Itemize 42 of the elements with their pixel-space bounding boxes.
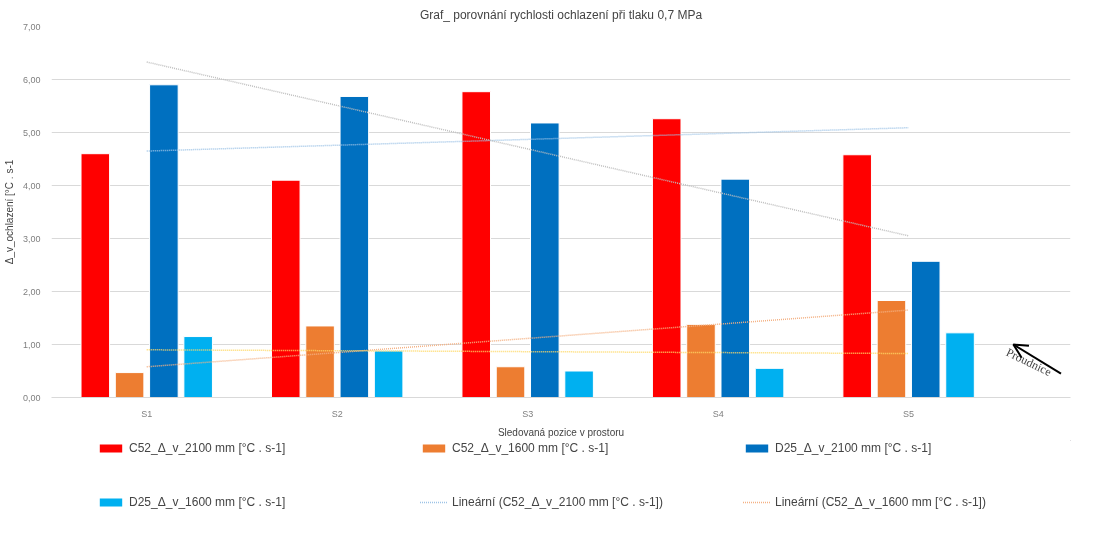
legend-label: C52_Δ_v_1600 mm [°C . s-1] xyxy=(452,441,610,455)
legend-label: Lineární (C52_Δ_v_1600 mm [°C . s-1]) xyxy=(775,495,987,509)
y-tick-label: 4,00 xyxy=(22,180,41,191)
bar xyxy=(149,84,179,398)
bar xyxy=(720,178,751,398)
bar xyxy=(495,366,526,398)
legend-label: D25_Δ_v_2100 mm [°C . s-1] xyxy=(775,441,933,455)
x-tick-label: S2 xyxy=(331,408,343,419)
legend-label: C52_Δ_v_2100 mm [°C . s-1] xyxy=(129,441,287,455)
bar xyxy=(80,153,111,398)
y-tick-label: 1,00 xyxy=(22,339,41,350)
bar xyxy=(114,372,145,398)
bar xyxy=(651,118,682,398)
x-tick-label: S5 xyxy=(903,408,915,419)
chart-title: Graf_ porovnání rychlosti ochlazení při tlaku 0,7 MPa xyxy=(419,7,703,22)
y-axis-title: Δ_v_ochlazení [°C . s-1 xyxy=(3,159,15,265)
x-tick-label: S4 xyxy=(712,408,724,419)
bar xyxy=(686,323,716,398)
bar xyxy=(910,260,941,398)
x-axis-title: Sledovaná pozice v prostoru xyxy=(497,426,625,438)
bar xyxy=(305,325,335,398)
y-tick-label: 6,00 xyxy=(22,74,41,85)
bar xyxy=(373,350,404,398)
bar xyxy=(564,370,594,398)
y-tick-label: 3,00 xyxy=(22,233,41,244)
y-tick-label: 0,00 xyxy=(22,392,41,403)
bar xyxy=(945,332,975,398)
bar xyxy=(183,336,213,398)
bar xyxy=(461,91,492,398)
bar xyxy=(270,179,301,398)
y-tick-label: 2,00 xyxy=(22,286,41,297)
x-tick-label: S3 xyxy=(522,408,534,419)
bar xyxy=(876,300,907,398)
y-tick-label: 5,00 xyxy=(22,127,41,138)
x-tick-label: S1 xyxy=(141,408,153,419)
bar xyxy=(530,122,560,398)
y-tick-label: 7,00 xyxy=(22,21,41,32)
legend-label: Lineární (C52_Δ_v_2100 mm [°C . s-1]) xyxy=(452,495,664,509)
bar xyxy=(842,154,872,398)
bar xyxy=(754,367,785,398)
legend-label: D25_Δ_v_1600 mm [°C . s-1] xyxy=(129,495,287,509)
bar xyxy=(339,95,370,398)
